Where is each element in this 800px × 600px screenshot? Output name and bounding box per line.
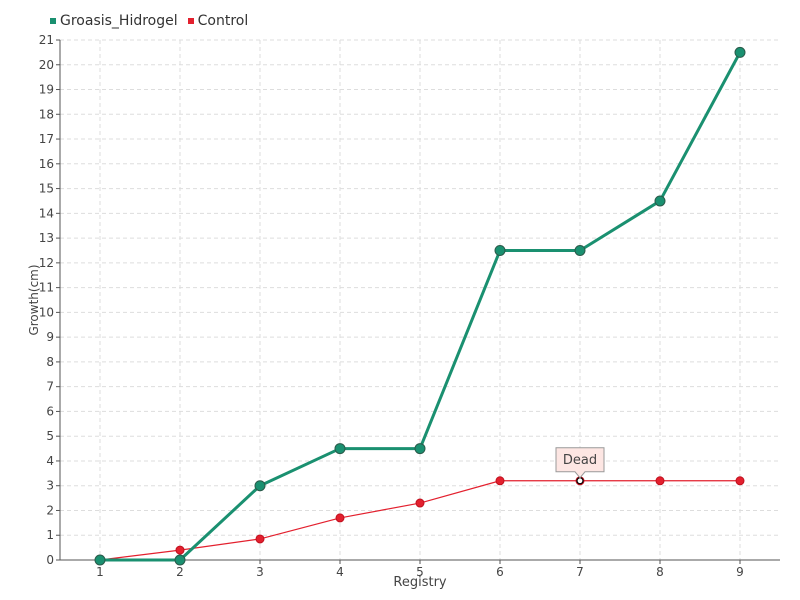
y-tick-label: 6 (46, 404, 54, 418)
series-line-control (99, 480, 740, 561)
y-tick-label: 9 (46, 330, 54, 344)
annotation-label: Dead (563, 453, 597, 468)
y-tick-label: 13 (39, 231, 54, 245)
data-point-control[interactable] (415, 498, 425, 508)
data-point-groasis[interactable] (414, 443, 426, 455)
annotation-box (555, 447, 605, 479)
legend-item-control[interactable]: Control (187, 13, 249, 29)
legend-swatch-groasis (50, 18, 56, 24)
y-tick-label: 19 (39, 83, 54, 97)
data-point-control[interactable] (655, 476, 665, 486)
x-tick-label: 9 (736, 565, 744, 579)
y-tick-label: 5 (46, 429, 54, 443)
y-tick-label: 14 (39, 206, 54, 220)
y-tick-label: 17 (39, 132, 54, 146)
data-point-groasis[interactable] (94, 554, 106, 566)
grid (60, 39, 780, 560)
data-point-groasis[interactable] (494, 244, 506, 256)
y-tick-label: 21 (39, 33, 54, 47)
data-point-groasis[interactable] (574, 244, 586, 256)
data-point-groasis[interactable] (734, 46, 746, 58)
x-axis-label: Registry (393, 575, 447, 590)
y-tick-label: 2 (46, 503, 54, 517)
x-tick-label: 7 (576, 565, 584, 579)
y-tick-label: 3 (46, 479, 54, 493)
data-point-control[interactable] (175, 545, 185, 555)
data-point-control[interactable] (335, 513, 345, 523)
series-layer (94, 46, 746, 566)
y-tick-label: 15 (39, 182, 54, 196)
y-tick-label: 0 (46, 553, 54, 567)
annotations-layer: Dead (555, 447, 605, 485)
x-tick-label: 1 (96, 565, 104, 579)
legend-swatch-control (187, 18, 194, 24)
data-point-control[interactable] (495, 476, 505, 486)
y-tick-label: 10 (39, 305, 54, 319)
legend: Groasis_Hidrogel Control (50, 13, 248, 29)
x-tick-label: 8 (656, 565, 664, 579)
legend-label-groasis: Groasis_Hidrogel (60, 13, 178, 29)
x-tick-label: 6 (496, 565, 504, 579)
legend-item-groasis[interactable]: Groasis_Hidrogel (50, 13, 178, 29)
x-tick-label: 4 (336, 565, 344, 579)
data-point-groasis[interactable] (334, 443, 346, 455)
x-tick-label: 2 (176, 565, 184, 579)
data-point-groasis[interactable] (254, 480, 266, 492)
annotated-point[interactable] (576, 477, 584, 485)
y-axis-label: Growth(cm) (27, 264, 41, 335)
data-point-control[interactable] (735, 476, 745, 486)
legend-label-control: Control (197, 13, 249, 29)
x-tick-label: 5 (416, 565, 424, 579)
y-tick-label: 4 (46, 454, 54, 468)
data-point-groasis[interactable] (654, 195, 666, 207)
y-tick-label: 16 (39, 157, 54, 171)
y-tick-label: 20 (39, 58, 54, 72)
y-tick-label: 12 (39, 256, 54, 270)
y-tick-label: 7 (46, 380, 54, 394)
y-tick-label: 11 (39, 281, 54, 295)
data-point-control[interactable] (255, 534, 265, 544)
y-tick-label: 18 (39, 107, 54, 121)
data-point-groasis[interactable] (174, 554, 186, 566)
y-tick-label: 8 (46, 355, 54, 369)
y-tick-label: 1 (46, 528, 54, 542)
x-tick-label: 3 (256, 565, 264, 579)
